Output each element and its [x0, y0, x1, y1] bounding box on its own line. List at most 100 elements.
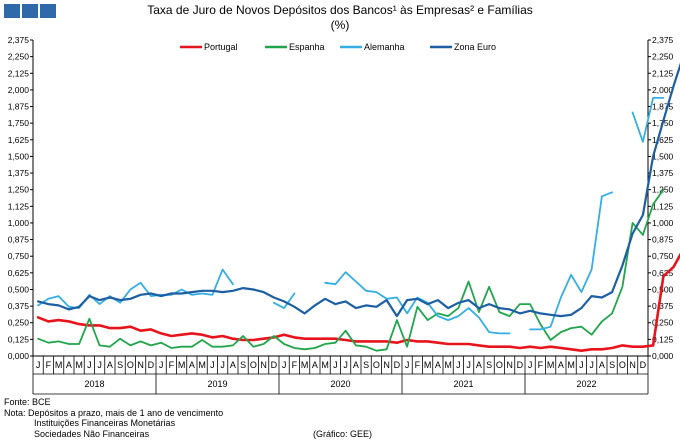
- y-tick-label-right: 0,625: [652, 268, 674, 278]
- y-tick-label-right: 0,500: [652, 284, 674, 294]
- month-label: D: [394, 360, 401, 370]
- legend-label: Alemanha: [364, 42, 405, 52]
- y-tick-label-left: 0,375: [8, 301, 30, 311]
- y-tick-label-right: 0,250: [652, 318, 674, 328]
- y-tick-label-right: 1,875: [652, 102, 674, 112]
- month-label: S: [363, 360, 369, 370]
- month-label: A: [353, 360, 359, 370]
- month-label: N: [629, 360, 636, 370]
- month-label: M: [178, 360, 186, 370]
- month-label: J: [589, 360, 594, 370]
- chart-unit: (%): [330, 18, 350, 32]
- year-label: 2022: [576, 379, 596, 389]
- month-label: M: [55, 360, 63, 370]
- y-tick-label-right: 0,375: [652, 301, 674, 311]
- notes: Fonte: BCE Nota: Depósitos a prazo, mais…: [4, 397, 223, 439]
- month-label: J: [333, 360, 338, 370]
- y-tick-label-right: 2,125: [652, 68, 674, 78]
- y-tick-label-right: 1,125: [652, 201, 674, 211]
- month-label: J: [282, 360, 287, 370]
- year-label: 2021: [453, 379, 473, 389]
- series-line-portugal: [36, 252, 680, 352]
- y-tick-label-left: 1,250: [8, 185, 30, 195]
- month-label: D: [271, 360, 278, 370]
- month-label: J: [456, 360, 461, 370]
- y-tick-label-left: 0,500: [8, 284, 30, 294]
- month-label: M: [198, 360, 206, 370]
- y-tick-label-right: 0,000: [652, 351, 674, 361]
- note-text: Nota: Depósitos a prazo, mais de 1 ano d…: [4, 407, 224, 418]
- month-label: M: [444, 360, 452, 370]
- y-tick-label-left: 2,375: [8, 35, 30, 45]
- series-line-alemanha: [37, 97, 665, 335]
- y-tick-label-right: 0,125: [652, 334, 674, 344]
- note-footnote-1: Instituições Financeiras Monetárias: [34, 418, 176, 428]
- month-label: F: [538, 360, 544, 370]
- month-label: M: [75, 360, 83, 370]
- y-tick-label-left: 1,375: [8, 168, 30, 178]
- y-tick-label-right: 0,875: [652, 235, 674, 245]
- month-label: J: [159, 360, 164, 370]
- y-tick-label-left: 1,625: [8, 135, 30, 145]
- y-tick-label-left: 1,875: [8, 102, 30, 112]
- y-tick-label-right: 0,750: [652, 251, 674, 261]
- month-label: J: [220, 360, 225, 370]
- y-tick-label-left: 0,250: [8, 318, 30, 328]
- month-label: F: [169, 360, 175, 370]
- month-label: O: [619, 360, 626, 370]
- y-tick-label-right: 2,375: [652, 35, 674, 45]
- month-label: A: [107, 360, 113, 370]
- month-label: F: [292, 360, 298, 370]
- month-label: S: [486, 360, 492, 370]
- month-label: N: [137, 360, 144, 370]
- y-tick-label-right: 1,375: [652, 168, 674, 178]
- month-label: M: [547, 360, 555, 370]
- legend-label: Zona Euro: [454, 42, 496, 52]
- month-label: J: [87, 360, 92, 370]
- series-line-zona-euro: [37, 62, 680, 318]
- legend-label: Portugal: [204, 42, 238, 52]
- y-tick-label-right: 2,250: [652, 52, 674, 62]
- month-label: A: [435, 360, 441, 370]
- month-label: O: [250, 360, 257, 370]
- y-tick-label-left: 2,250: [8, 52, 30, 62]
- credit-text: (Gráfico: GEE): [313, 429, 373, 439]
- month-label: A: [599, 360, 605, 370]
- y-tick-label-left: 1,750: [8, 118, 30, 128]
- month-label: M: [424, 360, 432, 370]
- month-label: O: [496, 360, 503, 370]
- year-label: 2018: [84, 379, 104, 389]
- y-tick-label-right: 2,000: [652, 85, 674, 95]
- month-label: D: [640, 360, 647, 370]
- month-label: J: [528, 360, 533, 370]
- month-label: J: [405, 360, 410, 370]
- month-label: A: [66, 360, 72, 370]
- month-label: M: [567, 360, 575, 370]
- month-label: S: [117, 360, 123, 370]
- y-tick-label-left: 0,125: [8, 334, 30, 344]
- month-label: J: [466, 360, 471, 370]
- y-tick-label-left: 0,000: [8, 351, 30, 361]
- y-tick-label-right: 1,625: [652, 135, 674, 145]
- month-label: J: [579, 360, 584, 370]
- year-label: 2020: [330, 379, 350, 389]
- month-label: A: [558, 360, 564, 370]
- month-label: S: [609, 360, 615, 370]
- month-label: A: [189, 360, 195, 370]
- y-tick-label-left: 0,750: [8, 251, 30, 261]
- legend-label: Espanha: [289, 42, 325, 52]
- month-label: N: [260, 360, 267, 370]
- month-label: N: [383, 360, 390, 370]
- logo-square-1: [4, 4, 20, 18]
- month-label: M: [301, 360, 309, 370]
- source-text: Fonte: BCE: [4, 397, 51, 407]
- month-label: S: [240, 360, 246, 370]
- month-label: J: [343, 360, 348, 370]
- y-tick-label-left: 2,125: [8, 68, 30, 78]
- chart-title: Taxa de Juro de Novos Depósitos dos Banc…: [147, 3, 533, 17]
- month-label: A: [230, 360, 236, 370]
- month-label: F: [415, 360, 421, 370]
- month-label: O: [373, 360, 380, 370]
- month-label: O: [127, 360, 134, 370]
